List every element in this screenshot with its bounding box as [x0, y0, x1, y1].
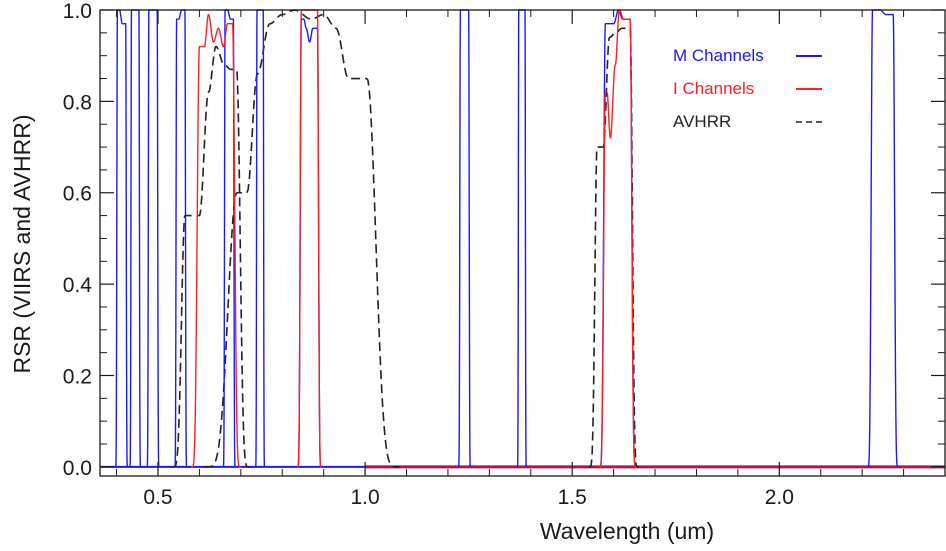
series-m-channels — [114, 9, 899, 468]
x-tick-label: 2.0 — [765, 486, 794, 509]
plot-frame — [99, 9, 946, 477]
band-curve — [222, 9, 237, 468]
y-tick-label: 0.0 — [63, 457, 92, 480]
band-curve — [457, 9, 472, 468]
series-i-channels — [190, 9, 637, 468]
band-curve — [254, 9, 266, 468]
band-curve — [866, 9, 899, 468]
y-tick-label: 0.8 — [63, 91, 92, 114]
y-tick-label: 0.6 — [63, 183, 92, 206]
band-curve — [146, 9, 160, 468]
band-curve — [171, 45, 250, 468]
band-curve — [190, 13, 242, 468]
y-tick-label: 1.0 — [63, 0, 92, 23]
legend-label-avhrr: AVHRR — [673, 112, 731, 131]
band-curve — [173, 9, 188, 468]
x-tick-label: 1.0 — [350, 486, 379, 509]
legend: M Channels I Channels AVHRR — [673, 46, 822, 131]
ticks-layer: 0.0 0.2 0.4 0.6 0.8 1.0 0.5 1.0 1.5 2.0 — [63, 0, 946, 509]
band-curve — [114, 9, 129, 468]
series-avhrr — [171, 9, 639, 468]
band-curve — [598, 9, 637, 468]
x-axis-title: Wavelength (um) — [540, 518, 714, 544]
axes-layer — [99, 9, 946, 477]
x-tick-label: 1.5 — [558, 486, 587, 509]
band-curve — [516, 9, 528, 468]
band-curve — [128, 9, 142, 468]
y-tick-label: 0.2 — [63, 365, 92, 388]
band-curve — [296, 9, 323, 468]
x-tick-label: 0.5 — [143, 486, 172, 509]
series-layer — [100, 9, 945, 469]
legend-label-i-channels: I Channels — [673, 79, 754, 98]
legend-label-m-channels: M Channels — [673, 46, 764, 65]
y-tick-label: 0.4 — [63, 274, 93, 297]
band-curve — [204, 9, 400, 468]
y-axis-title: RSR (VIIRS and AVHRR) — [9, 114, 35, 373]
